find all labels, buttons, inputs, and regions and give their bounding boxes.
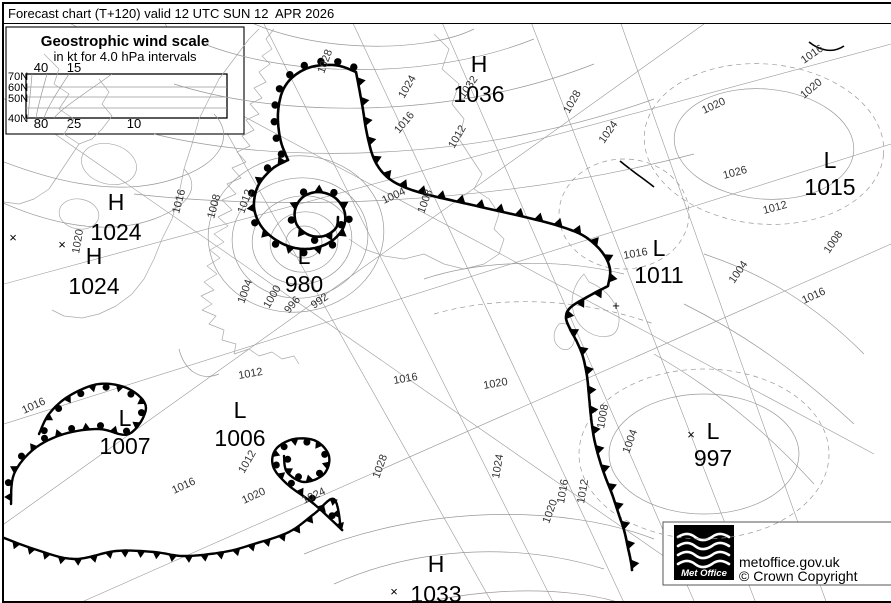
svg-text:×: × [58,237,66,252]
svg-text:L: L [707,418,720,444]
svg-text:Met Office: Met Office [681,568,727,579]
svg-text:Geostrophic wind scale: Geostrophic wind scale [41,33,209,50]
svg-text:1036: 1036 [453,81,504,107]
svg-text:80: 80 [34,116,48,131]
svg-text:1020: 1020 [700,95,727,116]
svg-text:L: L [298,243,311,269]
svg-text:980: 980 [285,271,323,297]
svg-text:1028: 1028 [561,88,584,115]
svg-text:H: H [471,51,488,77]
svg-text:1008: 1008 [822,229,846,256]
svg-text:1016: 1016 [392,109,417,135]
svg-text:L: L [234,397,247,423]
svg-text:1012: 1012 [446,123,469,150]
svg-text:1012: 1012 [762,199,789,217]
svg-text:L: L [653,235,666,261]
svg-text:50N: 50N [8,93,28,105]
svg-text:997: 997 [694,445,732,471]
svg-text:1020: 1020 [798,76,824,101]
svg-text:1016: 1016 [20,395,47,416]
svg-text:×: × [687,427,695,442]
svg-text:10: 10 [127,116,141,131]
svg-text:1020: 1020 [70,228,86,254]
svg-text:H: H [108,189,125,215]
svg-text:1016: 1016 [392,371,418,387]
svg-text:1024: 1024 [90,219,141,245]
svg-text:1012: 1012 [236,448,259,475]
svg-text:1020: 1020 [541,498,561,525]
svg-text:1004: 1004 [236,278,256,305]
svg-text:1028: 1028 [371,453,391,480]
svg-text:1004: 1004 [380,185,407,206]
svg-text:1016: 1016 [622,246,648,262]
svg-text:1016: 1016 [800,285,827,306]
svg-text:1016: 1016 [170,188,188,215]
svg-text:1006: 1006 [214,425,265,451]
svg-text:© Crown Copyright: © Crown Copyright [739,568,858,584]
svg-text:1000: 1000 [261,283,284,310]
svg-text:1020: 1020 [240,485,267,506]
svg-text:1011: 1011 [634,262,683,288]
svg-text:L: L [824,147,837,173]
svg-text:L: L [119,405,132,431]
svg-text:1026: 1026 [722,164,749,182]
svg-text:1033: 1033 [410,581,461,601]
svg-text:1028: 1028 [316,48,336,75]
svg-text:1004: 1004 [727,259,751,286]
svg-text:1007: 1007 [99,433,150,459]
svg-text:+: + [612,298,620,313]
svg-text:×: × [9,230,17,245]
svg-text:1020: 1020 [482,376,508,392]
svg-text:H: H [428,551,445,577]
svg-text:1008: 1008 [595,403,611,429]
svg-text:1012: 1012 [575,478,591,504]
svg-text:1012: 1012 [237,366,263,382]
svg-text:1024: 1024 [490,453,506,479]
svg-text:1015: 1015 [804,174,855,200]
svg-text:15: 15 [67,60,81,75]
svg-text:25: 25 [67,116,81,131]
svg-text:1004: 1004 [621,428,641,455]
svg-text:1024: 1024 [68,273,119,299]
svg-text:40N: 40N [8,113,28,125]
svg-text:1016: 1016 [170,475,197,496]
svg-text:×: × [390,584,398,599]
svg-text:H: H [86,243,103,269]
svg-text:1024: 1024 [396,73,419,100]
svg-text:40: 40 [34,60,48,75]
